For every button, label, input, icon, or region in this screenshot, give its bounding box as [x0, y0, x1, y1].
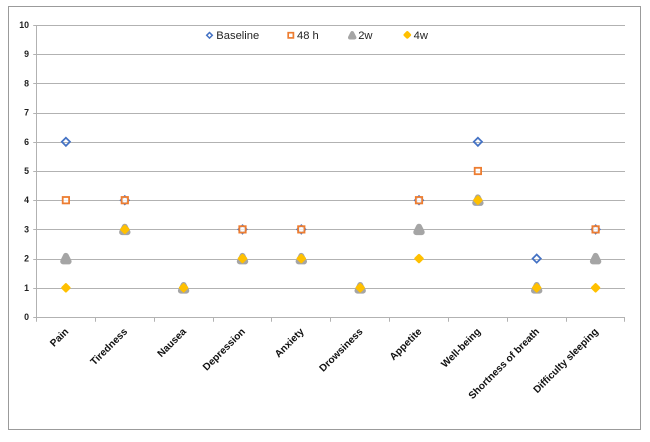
svg-text:0: 0 — [24, 312, 29, 322]
svg-text:4w: 4w — [414, 30, 429, 42]
svg-text:2w: 2w — [358, 30, 373, 42]
svg-text:5: 5 — [24, 166, 29, 176]
svg-text:8: 8 — [24, 78, 29, 88]
svg-text:2: 2 — [24, 254, 29, 264]
svg-text:Baseline: Baseline — [216, 30, 259, 42]
svg-text:48 h: 48 h — [297, 30, 319, 42]
svg-text:9: 9 — [24, 49, 29, 59]
svg-text:3: 3 — [24, 224, 29, 234]
svg-text:10: 10 — [19, 20, 29, 30]
svg-text:4: 4 — [24, 195, 29, 205]
svg-text:7: 7 — [24, 108, 29, 118]
svg-text:6: 6 — [24, 137, 29, 147]
svg-text:1: 1 — [24, 283, 29, 293]
